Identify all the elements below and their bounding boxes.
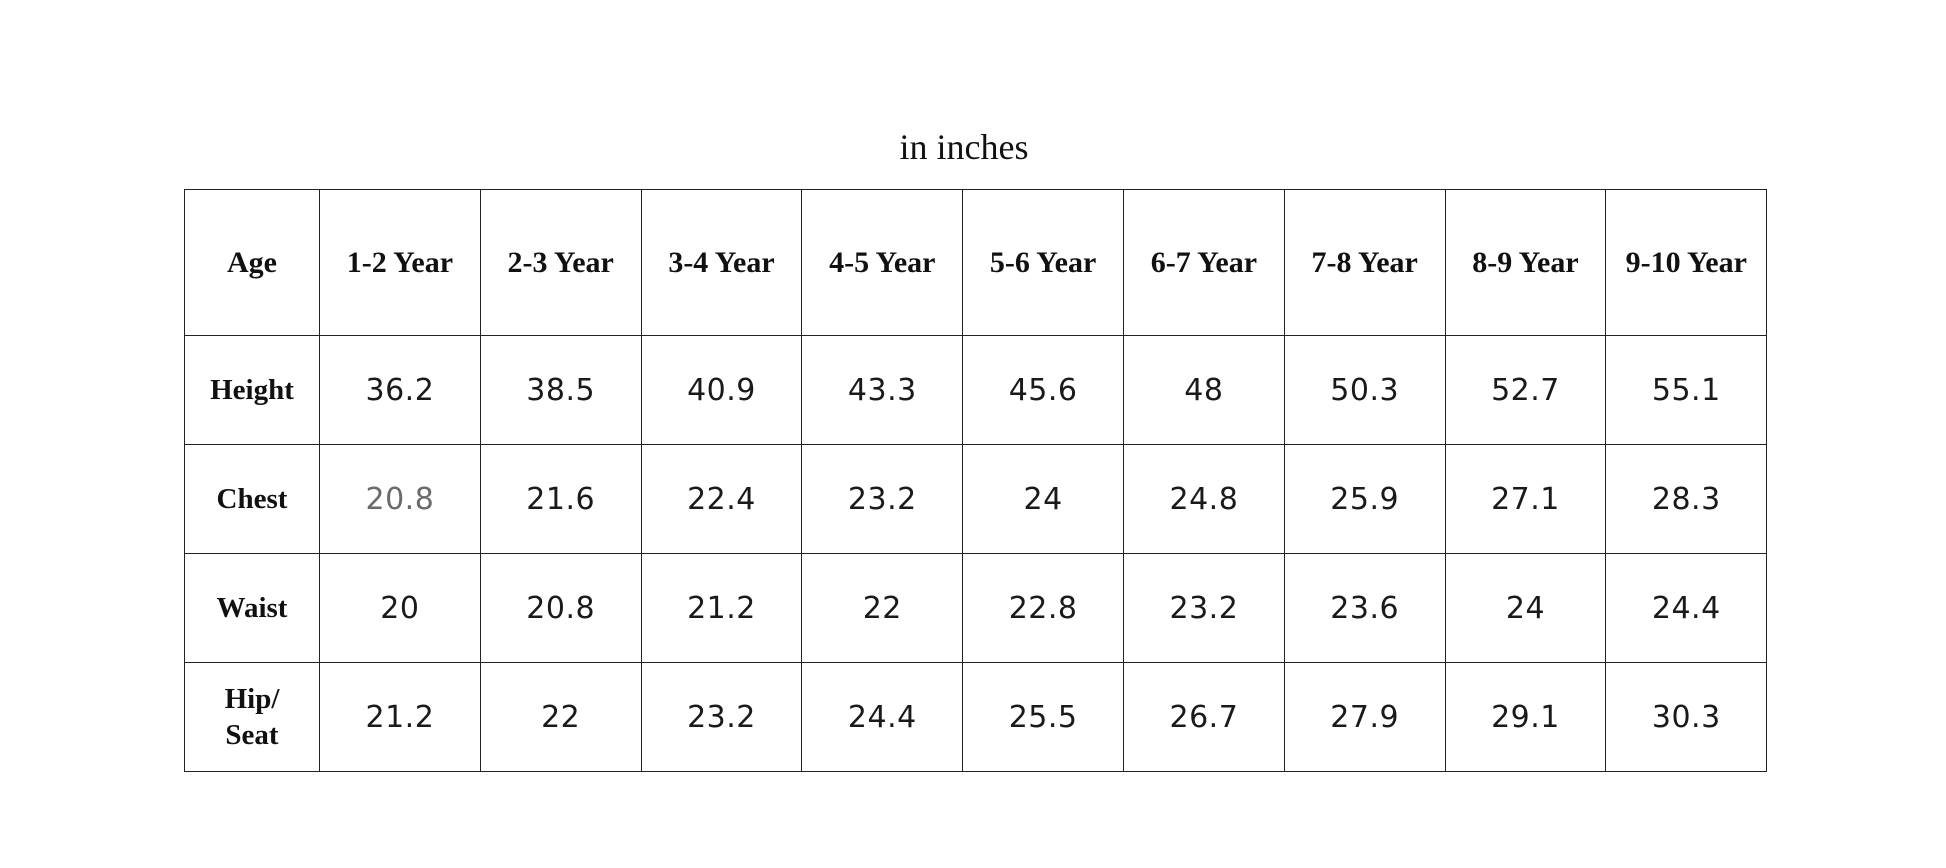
table-cell: 23.6 <box>1283 553 1446 663</box>
table-cell: 23.2 <box>801 444 964 554</box>
table-cell: 24 <box>1444 553 1607 663</box>
column-header-7-8-year: 7-8 Year <box>1283 189 1446 336</box>
row-label-waist: Waist <box>184 553 320 663</box>
table-cell: 21.2 <box>640 553 803 663</box>
table-row-height: Height 36.2 38.5 40.9 43.3 45.6 48 50.3 … <box>184 335 1768 445</box>
column-header-5-6-year: 5-6 Year <box>962 189 1124 336</box>
row-label-height: Height <box>184 335 320 445</box>
table-cell: 22 <box>479 662 642 772</box>
column-header-8-9-year: 8-9 Year <box>1444 189 1607 336</box>
column-header-3-4-year: 3-4 Year <box>640 189 803 336</box>
table-cell: 23.2 <box>640 662 803 772</box>
row-label-chest: Chest <box>184 444 320 554</box>
table-cell: 22.8 <box>962 553 1124 663</box>
table-cell: 24 <box>962 444 1124 554</box>
table-cell: 24.4 <box>1605 553 1768 663</box>
table-cell: 21.6 <box>479 444 642 554</box>
column-header-1-2-year: 1-2 Year <box>319 189 481 336</box>
table-cell: 21.2 <box>319 662 481 772</box>
column-header-2-3-year: 2-3 Year <box>479 189 642 336</box>
table-cell: 24.4 <box>801 662 964 772</box>
table-row-chest: Chest 20.8 21.6 22.4 23.2 24 24.8 25.9 2… <box>184 444 1768 554</box>
table-row-hip-seat: Hip/ Seat 21.2 22 23.2 24.4 25.5 26.7 27… <box>184 662 1768 772</box>
column-header-age: Age <box>184 189 320 336</box>
table-cell: 27.1 <box>1444 444 1607 554</box>
table-cell: 25.5 <box>962 662 1124 772</box>
row-label-hip-seat: Hip/ Seat <box>184 662 320 772</box>
table-cell: 20 <box>319 553 481 663</box>
table-cell: 38.5 <box>479 335 642 445</box>
header-row: Age 1-2 Year 2-3 Year 3-4 Year 4-5 Year … <box>184 189 1768 336</box>
table-cell: 23.2 <box>1122 553 1285 663</box>
table-cell: 27.9 <box>1283 662 1446 772</box>
table-cell: 40.9 <box>640 335 803 445</box>
table-cell: 22.4 <box>640 444 803 554</box>
table-cell: 55.1 <box>1605 335 1768 445</box>
table-cell: 28.3 <box>1605 444 1768 554</box>
column-header-9-10-year: 9-10 Year <box>1605 189 1768 336</box>
table-cell: 50.3 <box>1283 335 1446 445</box>
table-cell: 52.7 <box>1444 335 1607 445</box>
table-cell: 25.9 <box>1283 444 1446 554</box>
table-cell: 22 <box>801 553 964 663</box>
table-cell: 45.6 <box>962 335 1124 445</box>
table-cell: 36.2 <box>319 335 481 445</box>
column-header-4-5-year: 4-5 Year <box>801 189 964 336</box>
table-cell: 20.8 <box>319 444 481 554</box>
table-cell: 26.7 <box>1122 662 1285 772</box>
table-cell: 24.8 <box>1122 444 1285 554</box>
table-cell: 20.8 <box>479 553 642 663</box>
table-cell: 43.3 <box>801 335 964 445</box>
table-cell: 29.1 <box>1444 662 1607 772</box>
table-caption: in inches <box>899 127 1029 167</box>
table-cell: 48 <box>1122 335 1285 445</box>
table-row-waist: Waist 20 20.8 21.2 22 22.8 23.2 23.6 24 … <box>184 553 1768 663</box>
table-cell: 30.3 <box>1605 662 1768 772</box>
size-chart-table: Age 1-2 Year 2-3 Year 3-4 Year 4-5 Year … <box>184 189 1768 772</box>
column-header-6-7-year: 6-7 Year <box>1122 189 1285 336</box>
